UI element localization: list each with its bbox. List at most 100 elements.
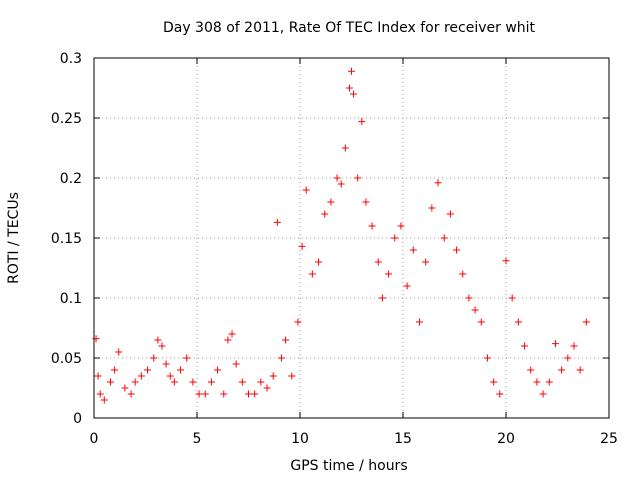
data-point [96,390,104,398]
data-point [273,218,281,226]
data-point [415,318,423,326]
data-point [162,360,170,368]
data-point [321,210,329,218]
data-point [282,336,290,344]
y-tick-label: 0.1 [60,291,82,307]
data-point [459,270,467,278]
data-point [570,342,578,350]
data-point [177,366,185,374]
data-point [502,257,510,265]
data-point [368,222,376,230]
data-point [527,366,535,374]
data-point [551,340,559,348]
x-axis-label: GPS time / hours [290,458,407,474]
x-tick-label: 20 [497,431,515,447]
data-point [232,360,240,368]
data-point [150,354,158,362]
data-point [545,378,553,386]
y-tick-label: 0.25 [51,111,82,127]
data-point [391,234,399,242]
y-tick-label: 0.15 [51,231,82,247]
data-point [228,330,236,338]
data-point [294,318,302,326]
data-point [385,270,393,278]
data-point [362,198,370,206]
data-point [257,378,265,386]
data-point [453,246,461,254]
y-tick-label: 0.2 [60,171,82,187]
data-point [428,204,436,212]
data-point [127,390,135,398]
data-point [576,366,584,374]
data-point [397,222,405,230]
x-tick-label: 25 [600,431,618,447]
data-point [378,294,386,302]
data-point [333,174,341,182]
data-point [111,366,119,374]
plot-frame [93,57,610,419]
data-point [345,84,353,92]
data-point [220,390,228,398]
data-point [298,242,306,250]
data-point [422,258,430,266]
x-tick-label: 15 [394,431,412,447]
data-point [533,378,541,386]
data-point [564,354,572,362]
data-point [195,390,203,398]
data-point [582,318,590,326]
data-point [308,270,316,278]
data-point [100,396,108,404]
x-tick-label: 5 [193,431,202,447]
x-tick-label: 10 [291,431,309,447]
data-point [144,366,152,374]
data-point [409,246,417,254]
data-point [224,336,232,344]
data-point [263,384,271,392]
data-point [358,118,366,126]
data-point [350,90,358,98]
data-point [201,390,209,398]
data-point [238,378,246,386]
data-point [521,342,529,350]
data-point [446,210,454,218]
data-point [106,378,114,386]
data-point [465,294,473,302]
axis-ticks: 0 5 10 15 20 25 0 0.05 0.1 0.15 0.2 0.25 0.3 [51,51,618,447]
data-point [189,378,197,386]
data-point [341,144,349,152]
data-point [121,384,129,392]
data-point [337,180,345,188]
y-tick-label: 0.3 [60,51,82,67]
data-point [348,67,355,75]
data-point [115,348,123,356]
data-point [277,354,285,362]
x-tick-label: 0 [90,431,99,447]
data-point [354,174,362,182]
data-point [514,318,522,326]
data-point [483,354,491,362]
data-point [288,372,296,380]
data-point [327,198,335,206]
data-point [490,378,498,386]
data-point [137,372,145,380]
data-point [170,378,178,386]
data-point [315,258,323,266]
data-point [558,366,566,374]
data-point [214,366,222,374]
data-point [166,372,174,380]
data-point [251,390,259,398]
data-point [434,179,442,187]
data-point [154,336,162,344]
data-point [471,306,479,314]
data-point [94,372,102,380]
chart-title: Day 308 of 2011, Rate Of TEC Index for r… [163,20,536,36]
data-point [158,342,166,350]
data-point [539,390,547,398]
data-point [302,186,310,194]
data-point [131,378,139,386]
data-point [403,282,411,290]
data-point [440,234,448,242]
y-tick-label: 0.05 [51,351,82,367]
grid-lines [94,58,609,418]
